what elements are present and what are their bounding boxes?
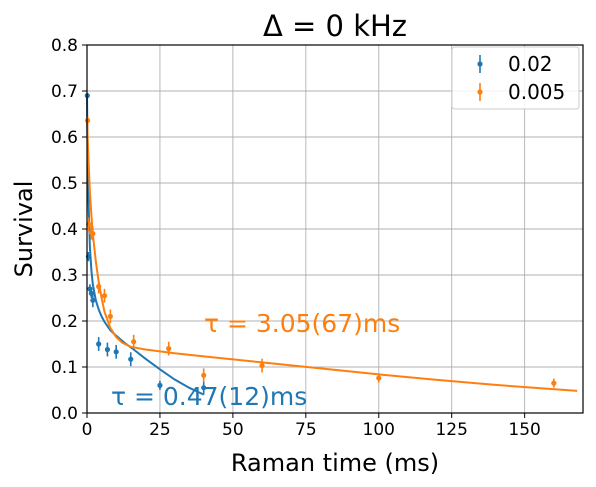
y-tick-label-0: 0.0 <box>51 404 78 424</box>
fit-line-0.005 <box>86 118 578 392</box>
legend-label-0.02: 0.02 <box>508 52 553 76</box>
x-tick-label-0: 0 <box>82 420 93 440</box>
x-tick-label-6: 150 <box>508 420 540 440</box>
fit-line-0.02 <box>86 95 205 396</box>
data-point-0.005-10 <box>259 358 265 373</box>
y-tick-label-5: 0.5 <box>51 174 78 194</box>
y-tick-label-1: 0.1 <box>51 358 78 378</box>
data-point-0.02-4 <box>90 293 96 308</box>
data-point-0.005-5 <box>101 288 108 303</box>
data-point-0.005-3 <box>90 226 96 241</box>
data-point-0.005-4 <box>96 279 102 294</box>
data-point-0.02-10 <box>201 380 207 395</box>
annotation-0.02: τ = 0.47(12)ms <box>111 382 307 411</box>
fit-curves <box>86 95 578 396</box>
data-point-0.02-5 <box>96 337 102 351</box>
x-tick-label-5: 125 <box>435 420 467 440</box>
data-point-0.005-12 <box>551 378 557 388</box>
x-tick-label-2: 50 <box>222 420 244 440</box>
y-tick-label-4: 0.4 <box>51 220 78 240</box>
y-axis-label: Survival <box>10 181 38 278</box>
legend-box <box>451 46 580 110</box>
data-point-0.02-8 <box>128 352 134 367</box>
data-point-0.005-7 <box>131 334 137 349</box>
legend-item-0.02: 0.02 <box>477 52 553 76</box>
annotation-0.005: τ = 3.05(67)ms <box>204 309 400 338</box>
legend: 0.02 0.005 <box>451 46 580 110</box>
y-tick-label-3: 0.3 <box>51 266 78 286</box>
data-point-0.02-6 <box>104 342 111 357</box>
x-tick-label-3: 75 <box>295 420 317 440</box>
y-tick-label-8: 0.8 <box>51 36 78 56</box>
data-point-0.005-6 <box>107 309 113 324</box>
data-point-0.005-9 <box>201 368 207 383</box>
x-axis-label: Raman time (ms) <box>231 449 439 477</box>
data-point-0.02-9 <box>157 380 163 390</box>
data-point-0.02-7 <box>113 344 119 359</box>
data-point-0.005-8 <box>166 341 172 356</box>
data-point-0.005-11 <box>376 373 382 383</box>
axis-ticks: 0 25 50 75 100 125 150 0.0 0.1 0.2 0.3 0.4 0.5 0.6 0.7… <box>51 36 541 440</box>
legend-item-0.005: 0.005 <box>477 80 565 104</box>
y-tick-label-6: 0.6 <box>51 128 78 148</box>
legend-label-0.005: 0.005 <box>508 80 565 104</box>
y-tick-label-7: 0.7 <box>51 82 78 102</box>
x-tick-label-1: 25 <box>149 420 171 440</box>
y-tick-label-2: 0.2 <box>51 312 78 332</box>
x-tick-label-4: 100 <box>363 420 395 440</box>
chart-title: Δ = 0 kHz <box>263 9 407 43</box>
